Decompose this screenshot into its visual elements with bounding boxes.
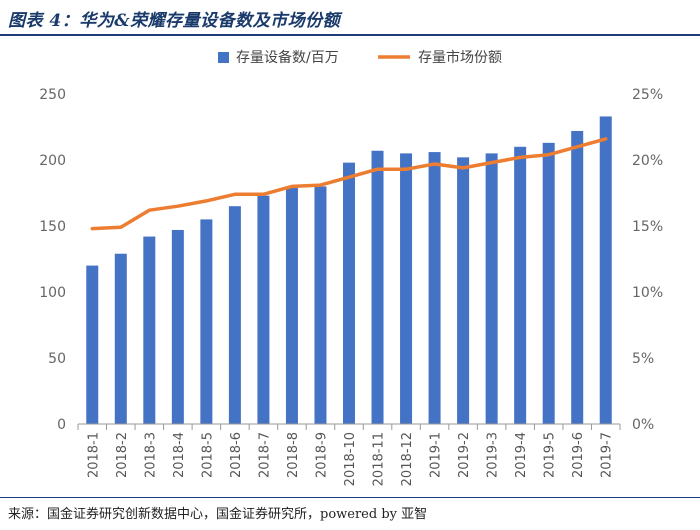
y-tick-label: 250 [39, 87, 66, 103]
x-tick-label: 2018-5 [200, 432, 215, 478]
y2-tick-label: 25% [632, 87, 663, 103]
x-tick-label: 2019-1 [429, 432, 444, 478]
y2-tick-label: 5% [632, 351, 654, 367]
bar [200, 219, 213, 424]
bar [143, 236, 156, 424]
legend-swatch-bar [218, 52, 229, 63]
x-tick-label: 2018-1 [86, 432, 101, 478]
x-tick-label: 2019-5 [543, 432, 558, 478]
x-tick-label: 2018-8 [286, 432, 301, 478]
bar-series [86, 116, 612, 425]
legend-label-bar: 存量设备数/百万 [236, 49, 339, 66]
bar [228, 206, 241, 424]
y-tick-label: 100 [39, 285, 66, 301]
y2-tick-label: 10% [632, 285, 663, 301]
bar [457, 157, 470, 425]
y-axis-left: 0 50 100 150 200 250 [39, 87, 66, 433]
y2-tick-label: 15% [632, 219, 663, 235]
bar [171, 229, 184, 424]
figure-title: 图表 4：华为&荣耀存量设备数及市场份额 [8, 11, 341, 31]
legend-label-line: 存量市场份额 [418, 49, 502, 66]
y2-tick-label: 20% [632, 153, 663, 169]
x-tick-label: 2018-3 [143, 432, 158, 478]
y-axis-right: 0% 5% 10% 15% 20% 25% [632, 87, 663, 433]
bar [86, 265, 99, 424]
bar [485, 153, 498, 424]
x-tick-label: 2018-11 [372, 432, 387, 486]
x-tick-label: 2018-4 [172, 432, 187, 478]
x-tick-label: 2019-4 [514, 432, 529, 478]
bar [599, 116, 612, 424]
y-tick-label: 0 [57, 417, 66, 433]
x-tick-label: 2018-6 [229, 432, 244, 478]
x-tick-label: 2019-7 [600, 432, 615, 478]
y-tick-label: 50 [48, 351, 66, 367]
bar [514, 146, 527, 425]
bar [285, 187, 298, 424]
bar [400, 153, 413, 424]
x-tick-label: 2018-12 [400, 432, 415, 486]
title-rule [0, 34, 700, 36]
x-tick-label: 2018-10 [343, 432, 358, 486]
combo-chart: 存量设备数/百万 存量市场份额 0 50 100 150 200 250 0% 5% 10% 15… [39, 49, 663, 486]
x-tick-label: 2018-7 [257, 432, 272, 478]
legend: 存量设备数/百万 存量市场份额 [218, 49, 502, 66]
y-tick-label: 150 [39, 219, 66, 235]
x-tick-label: 2018-2 [115, 432, 130, 478]
bar [314, 186, 327, 424]
bar [371, 150, 384, 424]
bar [343, 162, 355, 424]
y2-tick-label: 0% [632, 417, 654, 433]
bar [257, 195, 270, 424]
source-note: 来源：国金证券研究创新数据中心，国金证券研究所，powered by 亚智 [8, 507, 428, 522]
bar [571, 130, 584, 424]
bar [114, 253, 127, 424]
x-tick-label: 2019-3 [486, 432, 501, 478]
y-tick-label: 200 [39, 153, 66, 169]
footer-rule [0, 497, 700, 498]
x-tick-label: 2019-6 [571, 432, 586, 478]
x-axis: 2018-1 2018-2 2018-3 2018-4 2018-5 2018-6 2018… [77, 423, 621, 486]
bar [542, 142, 555, 424]
bar [428, 152, 441, 424]
line-series [90, 137, 608, 231]
x-tick-label: 2018-9 [314, 432, 329, 478]
x-tick-label: 2019-2 [457, 432, 472, 478]
